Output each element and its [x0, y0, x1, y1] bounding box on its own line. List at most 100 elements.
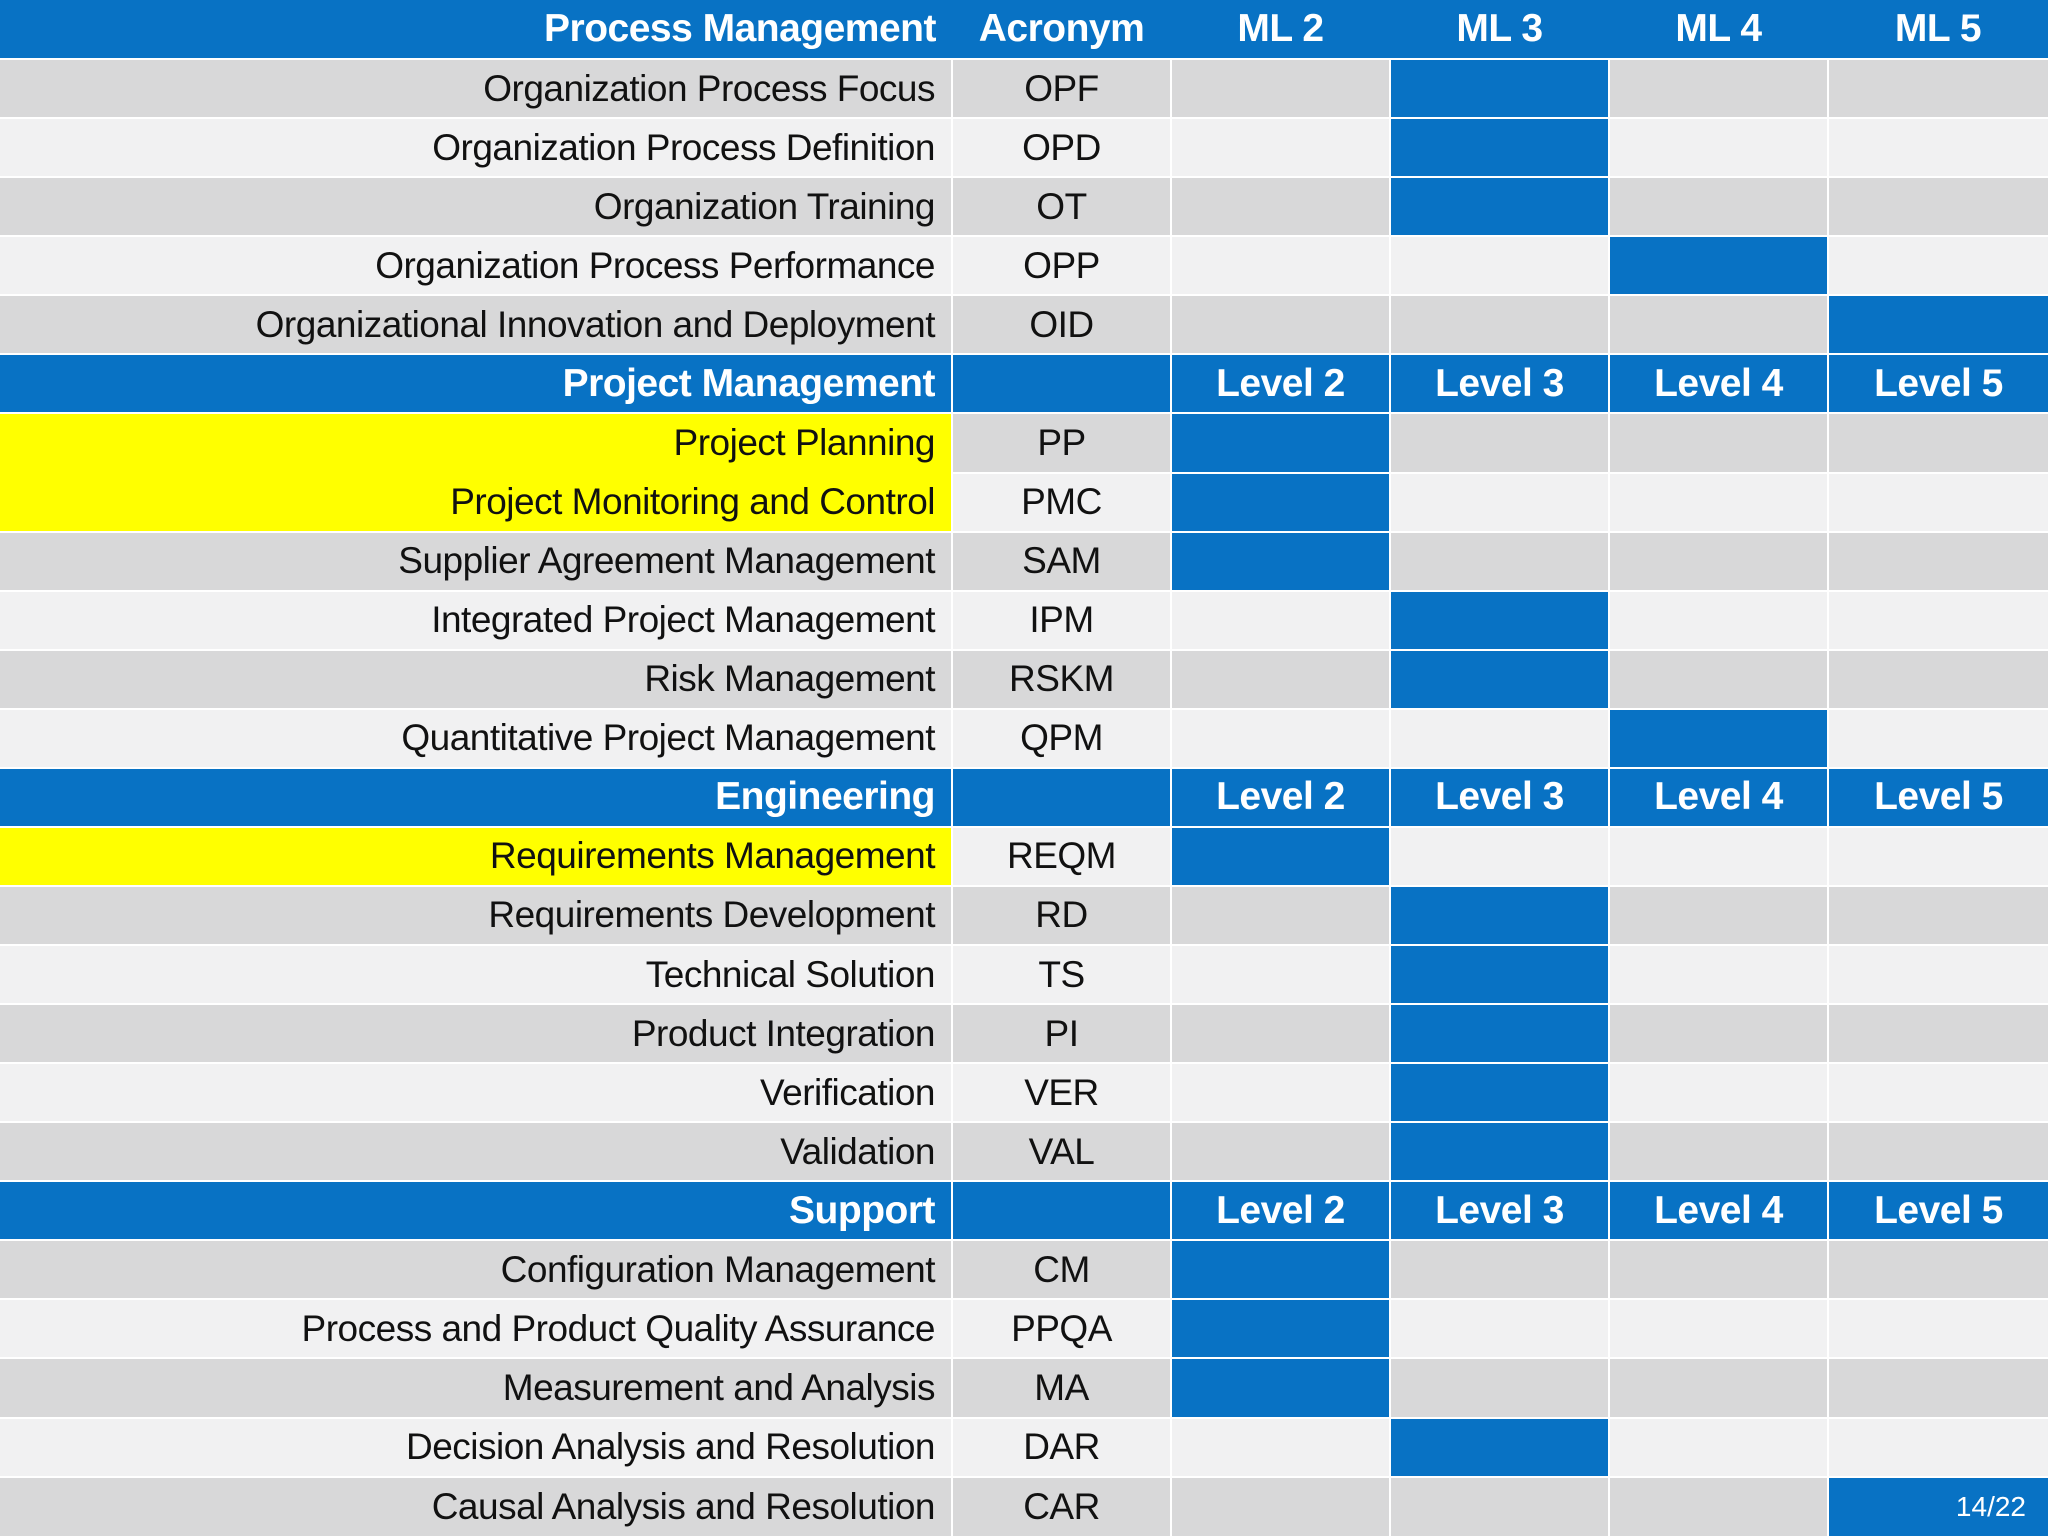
ml3-cell-filled [1389, 58, 1609, 119]
ml5-cell [1827, 176, 2048, 237]
ml4-cell [1608, 1357, 1828, 1418]
process-area-acronym: IPM [951, 589, 1171, 650]
process-area-name: Supplier Agreement Management [0, 530, 952, 591]
ml3-cell [1389, 1475, 1609, 1536]
process-area-acronym: RD [951, 884, 1171, 945]
ml5-cell [1827, 1121, 2048, 1182]
level-3-header: Level 3 [1389, 353, 1609, 414]
section-header-support: Support Level 2 Level 3 Level 4 Level 5 [0, 1180, 2048, 1241]
ml2-cell [1170, 707, 1390, 768]
ml2-cell-filled [1170, 530, 1390, 591]
section-acronym-spacer [951, 766, 1171, 827]
ml2-cell-filled [1170, 471, 1390, 532]
process-area-acronym: PPQA [951, 1298, 1171, 1359]
ml5-cell [1827, 471, 2048, 532]
process-area-acronym: OPD [951, 117, 1171, 178]
process-area-acronym: DAR [951, 1416, 1171, 1477]
ml4-cell [1608, 176, 1828, 237]
ml4-cell [1608, 943, 1828, 1005]
ml4-cell [1608, 884, 1828, 945]
ml4-cell [1608, 1062, 1828, 1123]
ml5-cell [1827, 825, 2048, 886]
ml3-cell [1389, 707, 1609, 768]
ml5-cell-filled [1827, 294, 2048, 355]
process-area-acronym: RSKM [951, 648, 1171, 709]
process-area-row-oid: Organizational Innovation and Deployment… [0, 294, 2048, 355]
level-5-header: Level 5 [1827, 1180, 2048, 1241]
process-area-acronym: VER [951, 1062, 1171, 1123]
ml2-cell [1170, 884, 1390, 945]
ml3-cell [1389, 294, 1609, 355]
ml2-cell-filled [1170, 1239, 1390, 1300]
ml4-cell [1608, 1475, 1828, 1536]
process-area-row-opp: Organization Process Performance OPP [0, 235, 2048, 296]
process-area-name: Organizational Innovation and Deployment [0, 294, 952, 355]
section-acronym-spacer [951, 353, 1171, 414]
process-area-name: Process and Product Quality Assurance [0, 1298, 952, 1359]
ml4-cell-filled [1608, 235, 1828, 296]
ml3-cell [1389, 1239, 1609, 1300]
ml3-cell-filled [1389, 648, 1609, 709]
section-header-engineering: Engineering Level 2 Level 3 Level 4 Level 5 [0, 766, 2048, 827]
ml3-cell [1389, 235, 1609, 296]
ml2-cell [1170, 1416, 1390, 1477]
process-area-acronym: OPF [951, 58, 1171, 119]
ml2-cell [1170, 1003, 1390, 1064]
process-area-acronym: REQM [951, 825, 1171, 886]
ml5-cell [1827, 1298, 2048, 1359]
process-area-name: Project Planning [0, 412, 952, 473]
ml2-cell [1170, 1062, 1390, 1123]
ml4-cell [1608, 1239, 1828, 1300]
ml3-cell [1389, 412, 1609, 473]
level-3-header: Level 3 [1389, 766, 1609, 827]
ml4-cell [1608, 294, 1828, 355]
process-area-row-ipm: Integrated Project Management IPM [0, 589, 2048, 650]
process-area-name: Requirements Management [0, 825, 952, 886]
process-area-row-sam: Supplier Agreement Management SAM [0, 530, 2048, 591]
ml2-cell [1170, 1121, 1390, 1182]
ml5-cell [1827, 1062, 2048, 1123]
process-area-name: Organization Process Performance [0, 235, 952, 296]
ml5-cell [1827, 1003, 2048, 1064]
process-area-acronym: QPM [951, 707, 1171, 768]
process-area-name: Organization Training [0, 176, 952, 237]
ml4-cell [1608, 1121, 1828, 1182]
process-area-name: Technical Solution [0, 943, 952, 1005]
process-area-name: Decision Analysis and Resolution [0, 1416, 952, 1477]
ml4-cell [1608, 412, 1828, 473]
process-area-acronym: VAL [951, 1121, 1171, 1182]
process-area-row-rskm: Risk Management RSKM [0, 648, 2048, 709]
ml4-cell-filled [1608, 707, 1828, 768]
process-area-row-ppqa: Process and Product Quality Assurance PPQ… [0, 1298, 2048, 1359]
level-2-header: Level 2 [1170, 353, 1390, 414]
level-4-header: Level 4 [1608, 353, 1828, 414]
process-area-row-cm: Configuration Management CM [0, 1239, 2048, 1300]
ml2-cell [1170, 648, 1390, 709]
process-area-name: Organization Process Focus [0, 58, 952, 119]
process-area-name: Risk Management [0, 648, 952, 709]
process-area-acronym: CM [951, 1239, 1171, 1300]
process-area-name: Integrated Project Management [0, 589, 952, 650]
ml4-cell [1608, 58, 1828, 119]
process-area-acronym: SAM [951, 530, 1171, 591]
ml3-cell-filled [1389, 1121, 1609, 1182]
ml3-cell [1389, 530, 1609, 591]
section-acronym-spacer [951, 1180, 1171, 1241]
ml4-cell [1608, 530, 1828, 591]
level-5-header: Level 5 [1827, 766, 2048, 827]
process-area-row-val: Validation VAL [0, 1121, 2048, 1182]
level-4-header: Level 4 [1608, 766, 1828, 827]
ml2-cell [1170, 589, 1390, 650]
process-area-name: Organization Process Definition [0, 117, 952, 178]
level-3-header: Level 3 [1389, 1180, 1609, 1241]
ml5-cell [1827, 1416, 2048, 1477]
process-area-acronym: TS [951, 943, 1171, 1005]
ml5-cell [1827, 707, 2048, 768]
ml3-cell-filled [1389, 176, 1609, 237]
ml3-cell-filled [1389, 943, 1609, 1005]
process-area-row-pi: Product Integration PI [0, 1003, 2048, 1064]
ml4-cell [1608, 1003, 1828, 1064]
ml5-cell [1827, 58, 2048, 119]
ml3-cell-filled [1389, 589, 1609, 650]
